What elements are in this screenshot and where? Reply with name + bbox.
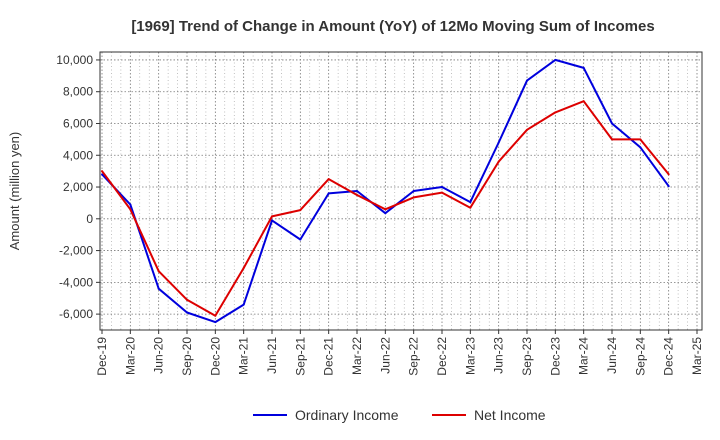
data-point <box>554 58 557 61</box>
y-axis-label: Amount (million yen) <box>7 132 22 251</box>
x-tick-label: Jun-21 <box>265 337 279 374</box>
data-point <box>497 141 500 144</box>
x-axis: Dec-19 Mar-20 Jun-20 Sep-20 Dec-20 Mar-21 Jun-… <box>95 330 704 376</box>
series-lines <box>101 58 670 324</box>
series-line-1 <box>101 58 670 324</box>
data-point <box>327 192 330 195</box>
data-point <box>356 190 358 192</box>
x-tick-label: Dec-24 <box>662 337 676 376</box>
data-point <box>667 173 670 176</box>
x-tick-label: Dec-22 <box>435 337 449 376</box>
legend-label: Net Income <box>474 407 546 423</box>
x-tick-label: Dec-19 <box>95 337 109 376</box>
data-point <box>186 298 188 301</box>
plot-area <box>99 51 703 331</box>
x-tick-label: Mar-20 <box>123 337 137 375</box>
y-tick-label: -2,000 <box>59 244 93 258</box>
x-tick-label: Sep-23 <box>520 337 534 376</box>
data-point <box>611 138 613 141</box>
x-tick-label: Sep-22 <box>407 337 421 376</box>
data-point <box>384 212 387 215</box>
data-point <box>242 267 245 270</box>
x-tick-label: Mar-25 <box>690 337 704 375</box>
data-point <box>157 287 160 290</box>
data-point <box>412 196 415 199</box>
data-point <box>271 215 273 218</box>
data-point <box>469 206 472 209</box>
y-tick-label: 8,000 <box>63 85 93 99</box>
x-tick-label: Sep-20 <box>180 337 194 376</box>
legend-label: Ordinary Income <box>295 407 399 423</box>
x-tick-label: Dec-21 <box>322 337 336 376</box>
data-point <box>582 100 585 103</box>
x-tick-label: Dec-20 <box>208 337 222 376</box>
data-point <box>526 79 528 82</box>
data-point <box>497 160 500 163</box>
x-tick-label: Jun-22 <box>378 337 392 374</box>
data-point <box>129 203 132 206</box>
data-point <box>101 170 103 173</box>
chart-title: [1969] Trend of Change in Amount (YoY) o… <box>131 18 654 35</box>
x-tick-label: Mar-21 <box>237 337 251 375</box>
data-point <box>214 314 217 317</box>
x-tick-label: Mar-23 <box>463 337 477 375</box>
y-tick-label: 4,000 <box>63 148 93 162</box>
data-point <box>441 186 443 189</box>
grid <box>100 52 702 330</box>
data-point <box>327 178 330 181</box>
x-tick-label: Jun-24 <box>605 337 619 374</box>
legend: Ordinary Income Net Income <box>253 407 546 423</box>
data-point <box>214 321 217 324</box>
x-tick-label: Dec-23 <box>548 337 562 376</box>
x-tick-label: Mar-22 <box>350 337 364 375</box>
data-point <box>412 190 415 192</box>
x-tick-label: Jun-20 <box>152 337 166 374</box>
x-tick-label: Jun-23 <box>492 337 506 374</box>
y-tick-label: 0 <box>86 212 93 226</box>
data-point <box>667 185 670 188</box>
data-point <box>639 138 642 141</box>
data-point <box>384 208 387 211</box>
y-axis: -6,000 -4,000 -2,000 0 2,000 4,000 6,000 8,000 1… <box>56 53 100 321</box>
data-point <box>271 219 273 222</box>
data-point <box>101 173 103 176</box>
data-point <box>554 111 557 114</box>
y-tick-label: -4,000 <box>59 275 93 289</box>
y-tick-label: 2,000 <box>63 180 93 194</box>
data-point <box>299 238 302 241</box>
y-tick-label: 10,000 <box>56 53 93 67</box>
y-tick-label: -6,000 <box>59 307 93 321</box>
data-point <box>441 191 443 194</box>
y-tick-label: 6,000 <box>63 116 93 130</box>
data-point <box>186 311 188 314</box>
x-tick-label: Mar-24 <box>577 337 591 375</box>
x-tick-label: Sep-21 <box>293 337 307 376</box>
x-tick-label: Sep-24 <box>633 337 647 376</box>
data-point <box>526 128 528 131</box>
data-point <box>299 209 302 212</box>
data-point <box>582 66 585 69</box>
data-point <box>129 208 132 211</box>
data-point <box>469 201 472 204</box>
data-point <box>639 146 642 149</box>
data-point <box>242 303 245 306</box>
data-point <box>611 122 613 125</box>
data-point <box>356 193 358 196</box>
data-point <box>157 270 160 273</box>
